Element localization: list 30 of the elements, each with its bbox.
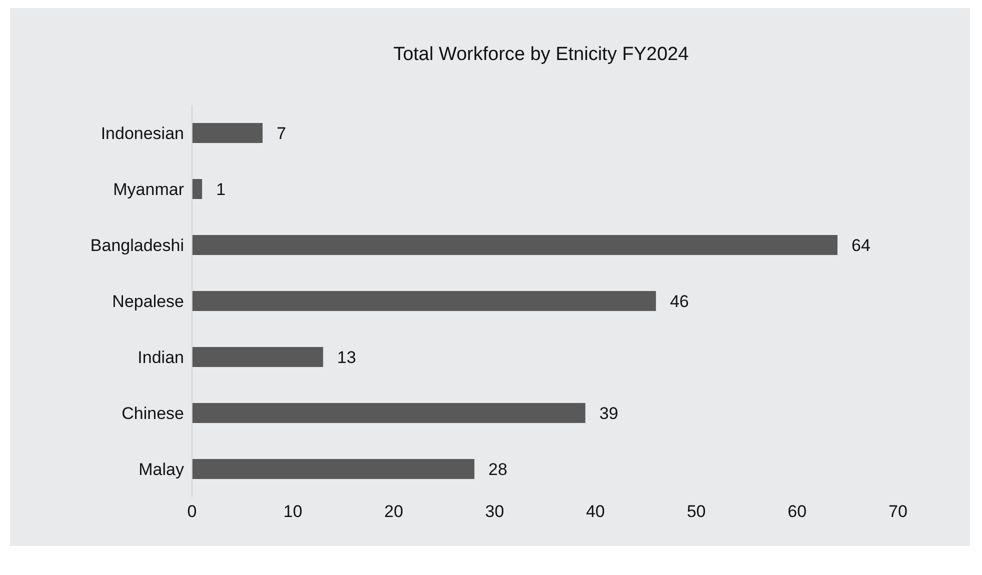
x-tick-label: 50 (686, 502, 706, 522)
y-tick-label: Indian (138, 348, 184, 368)
data-label: 13 (337, 348, 356, 368)
bar (192, 459, 474, 479)
y-tick-label: Bangladeshi (90, 236, 184, 256)
bar (192, 123, 263, 143)
y-tick-label: Indonesian (100, 124, 184, 144)
bar (192, 347, 324, 367)
bar (192, 403, 586, 423)
x-tick-label: 10 (283, 502, 302, 522)
y-tick-label: Chinese (122, 404, 184, 424)
bar (192, 179, 202, 199)
bar (192, 291, 656, 311)
x-tick-label: 30 (485, 502, 504, 522)
data-label: 64 (851, 236, 870, 256)
y-tick-label: Malay (138, 460, 184, 480)
x-tick-label: 60 (788, 502, 807, 522)
x-tick-label: 40 (586, 502, 605, 522)
data-label: 1 (216, 180, 226, 200)
data-label: 39 (599, 404, 618, 424)
data-label: 7 (276, 124, 286, 144)
data-label: 28 (488, 460, 508, 480)
y-tick-label: Nepalese (112, 292, 184, 312)
chart-title: Total Workforce by Etnicity FY2024 (392, 44, 690, 66)
x-tick-label: 70 (888, 502, 908, 522)
bar (192, 235, 838, 255)
x-tick-label: 20 (384, 502, 404, 522)
x-tick-label: 0 (187, 502, 197, 522)
y-tick-label: Myanmar (113, 180, 184, 200)
data-label: 46 (670, 292, 689, 312)
